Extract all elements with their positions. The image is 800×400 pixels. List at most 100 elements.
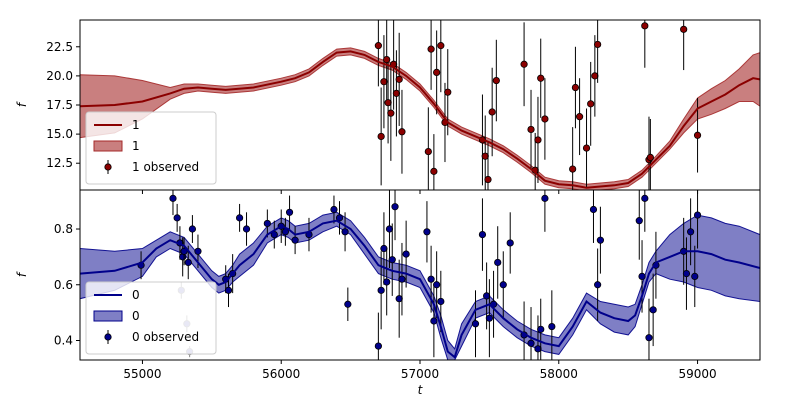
legend-marker-swatch [104,333,112,341]
point-marker [649,306,657,314]
point-marker [398,128,406,136]
point-marker [444,88,452,96]
data-point [169,190,177,216]
point-marker [430,317,438,325]
point-marker [388,256,396,264]
point-marker [483,292,491,300]
legend-label-band: 1 [132,139,140,153]
y-tick-label: 17.5 [46,98,73,112]
data-point [330,195,338,224]
x-tick-label: 57000 [401,367,439,381]
point-marker [641,22,649,30]
point-marker [424,147,432,156]
point-marker [645,334,653,342]
data-point [402,220,410,288]
data-point [427,245,435,313]
point-marker [680,25,688,33]
y-tick-label: 0.4 [54,333,73,347]
data-point [395,32,403,126]
point-marker [534,345,542,353]
legend-label-observed: 0 observed [132,330,199,344]
point-marker [571,83,580,92]
legend-label-model: 0 [132,288,140,302]
data-point [527,89,535,170]
data-point [380,35,388,129]
data-point [582,108,591,188]
legend: 0 0 0 observed [85,281,217,355]
x-tick-label: 58000 [540,367,578,381]
point-marker [575,113,584,121]
point-marker [385,225,394,233]
legend-band-swatch [93,310,123,322]
data-point [693,98,702,173]
data-point [430,284,438,358]
data-point [344,287,352,321]
point-marker [594,40,602,49]
data-point [433,251,441,319]
data-point [691,245,699,308]
data-point [180,237,188,266]
data-point [571,46,580,129]
data-point [383,248,391,316]
point-marker [506,239,514,247]
y-axis-label: f [15,271,29,277]
point-marker [478,230,487,239]
data-point [374,312,382,360]
point-marker [527,125,535,134]
data-point [291,226,299,255]
point-marker [635,217,643,225]
point-marker [387,109,395,117]
point-marker [377,286,385,294]
data-point [270,220,278,249]
point-marker [402,250,410,258]
data-point [281,217,289,246]
x-tick-label: 59000 [678,367,716,381]
point-marker [235,214,244,222]
data-point [433,30,441,115]
data-point [391,190,399,241]
point-marker [384,99,392,107]
legend-box [85,281,217,355]
x-tick-label: 55000 [123,367,161,381]
data-point [687,198,695,266]
legend-label-band: 0 [132,309,140,323]
legend: 1 1 1 observed [85,111,217,185]
data-point [341,212,349,252]
data-point [423,201,431,263]
point-marker [180,247,188,255]
x-tick-label: 56000 [262,367,300,381]
data-point [649,273,657,347]
data-point [478,198,487,271]
data-point [589,190,598,243]
point-marker [285,208,294,216]
data-point [682,237,691,310]
y-tick-label: 0.8 [54,222,73,236]
y-tick-label: 15.0 [46,127,73,141]
point-marker [383,278,391,286]
legend-box [85,111,217,185]
uncertainty-band [80,47,760,190]
point-marker [527,339,535,347]
legend-label-model: 1 [132,118,140,132]
point-marker [520,60,528,68]
point-marker [687,228,695,236]
y-tick-label: 0.6 [54,278,73,292]
data-point [635,190,643,260]
point-marker [341,228,349,236]
point-marker [682,270,691,278]
data-point [646,118,654,190]
point-marker [374,342,382,350]
legend-band-swatch [93,140,123,152]
data-point [424,107,432,190]
data-point [242,212,251,246]
point-marker [494,258,502,267]
point-marker [437,42,445,50]
point-marker [427,275,435,283]
point-marker [488,108,496,116]
point-marker [499,281,507,289]
point-marker [591,72,599,80]
point-marker [377,132,385,141]
data-point [388,223,396,296]
point-marker [691,272,699,280]
